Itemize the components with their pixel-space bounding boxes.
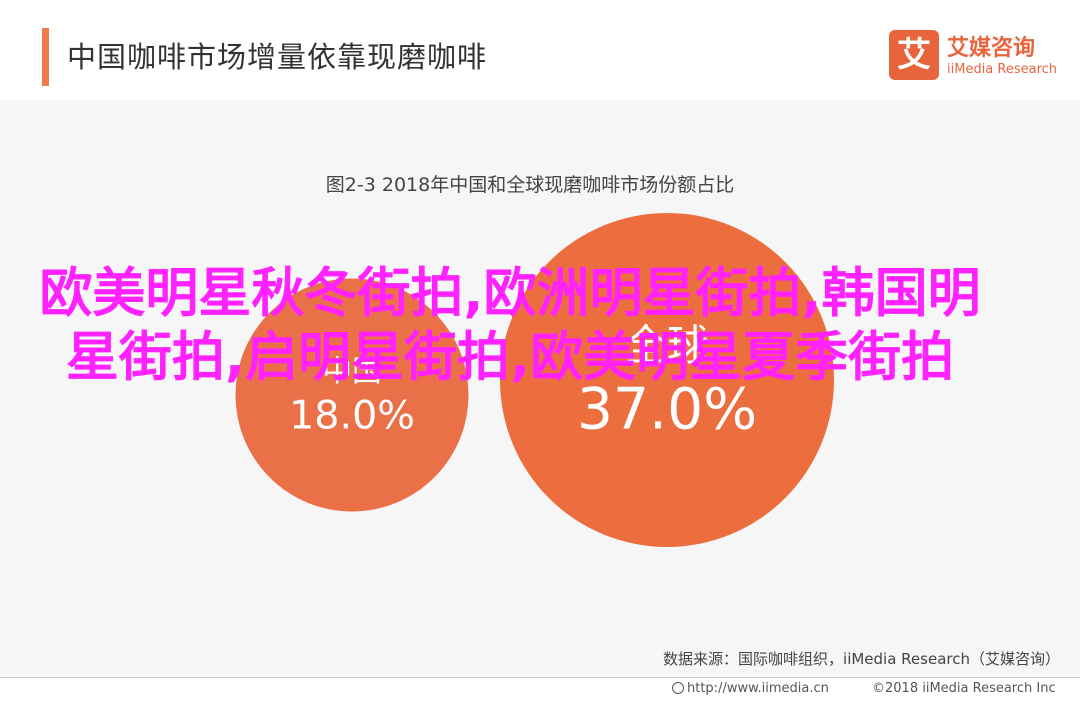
globe-icon: [672, 682, 684, 694]
footer-url-text: http://www.iimedia.cn: [687, 681, 829, 696]
logo-cn-text: 艾媒咨询: [947, 36, 1036, 61]
footer-divider: [0, 677, 1080, 678]
header: 中国咖啡市场增量依靠现磨咖啡 艾 艾媒咨询 iiMedia Research: [0, 0, 1080, 100]
bubble-name-label: 全球: [624, 321, 709, 371]
data-source: 数据来源：国际咖啡组织，iiMedia Research（艾媒咨询）: [663, 650, 1060, 668]
chart-title: 图2-3 2018年中国和全球现磨咖啡市场份额占比: [325, 174, 735, 196]
footer-url[interactable]: http://www.iimedia.cn: [672, 681, 829, 696]
logo-en-text: iiMedia Research: [947, 62, 1058, 77]
bubble-2: [500, 213, 834, 547]
bubble-value-label: 18.0%: [289, 393, 415, 439]
logo-badge-icon: 艾: [889, 30, 939, 80]
footer-copyright: ©2018 iiMedia Research Inc: [872, 681, 1056, 696]
overlay-caption: 欧美明星秋冬街拍,欧洲明星街拍,韩国明星街拍,启明星街拍,欧美明星夏季街拍: [39, 263, 981, 388]
page-title: 中国咖啡市场增量依靠现磨咖啡: [67, 40, 488, 74]
bubble-name-label: 中国: [322, 354, 381, 389]
footer: http://www.iimedia.cn ©2018 iiMedia Rese…: [0, 678, 1080, 702]
header-accent-bar: [42, 28, 49, 86]
iimedia-logo: 艾 艾媒咨询 iiMedia Research: [889, 30, 1065, 82]
bubble-1: [235, 278, 469, 512]
bubble-value-label: 37.0%: [577, 376, 757, 442]
